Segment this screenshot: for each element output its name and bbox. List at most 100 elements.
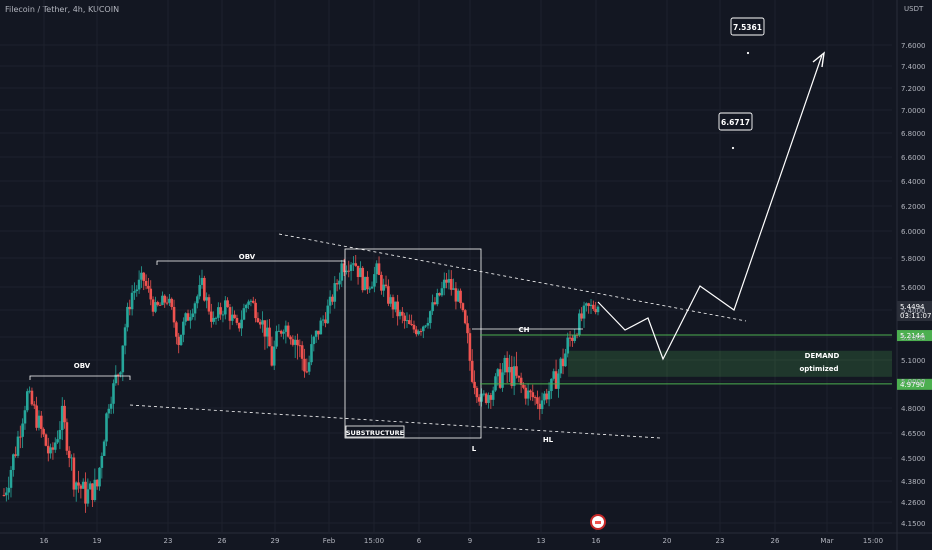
candle-body	[501, 372, 504, 388]
candle-body	[175, 322, 178, 337]
candle-body	[179, 334, 183, 346]
candle-body	[172, 306, 176, 323]
y-axis: 7.6000 7.4000 7.2000 7.0000 6.8000 6.6000 6.40…	[901, 42, 926, 528]
x-tick-label: Mar	[820, 537, 833, 545]
candle-body	[242, 308, 246, 320]
target-box	[730, 17, 765, 36]
candle-body	[177, 336, 181, 346]
current-price-tag-countdown: 03:11:07	[900, 312, 931, 320]
candle-body	[324, 319, 327, 324]
candle-body	[396, 301, 399, 317]
candle-body	[592, 304, 595, 309]
candle-body	[14, 454, 17, 456]
candle-body	[526, 390, 530, 399]
candle-body	[263, 320, 267, 337]
candle-body	[515, 366, 518, 376]
candle-body	[58, 430, 62, 440]
obv-2-label: OBV	[239, 253, 256, 261]
candle-body	[25, 391, 29, 411]
y-tick-label: 7.6000	[901, 42, 926, 50]
candle-body	[438, 293, 441, 296]
candle-body	[286, 325, 290, 337]
candle-body	[403, 315, 406, 321]
candle-body	[589, 304, 593, 307]
candle-body	[226, 300, 229, 308]
candle-body	[442, 279, 446, 289]
candle-body	[487, 395, 490, 403]
candle-body	[445, 279, 448, 283]
news-flag-icon[interactable]	[590, 514, 606, 530]
candle-body	[102, 441, 106, 456]
candle-body	[217, 307, 220, 318]
candle-body	[135, 289, 139, 292]
candle-body	[265, 327, 269, 337]
candle-body	[554, 371, 558, 389]
candle-body	[28, 390, 31, 392]
y-tick-label: 4.1500	[901, 520, 926, 528]
candle-body	[587, 303, 590, 307]
candle-body	[310, 344, 313, 363]
candle-body	[347, 270, 351, 272]
candle-body	[524, 387, 528, 399]
candle-body	[293, 339, 297, 345]
candle-body	[223, 300, 227, 315]
candle-body	[256, 318, 260, 323]
upper-trendline	[278, 233, 747, 322]
hl-label: HL	[543, 436, 554, 444]
candle-body	[585, 303, 588, 306]
candle-body	[333, 283, 337, 302]
ch-label: CH	[519, 326, 530, 334]
candle-body	[237, 322, 241, 329]
candle-body	[165, 302, 169, 304]
candle-body	[380, 274, 383, 291]
candle-body	[100, 455, 104, 468]
candle-body	[475, 387, 479, 398]
candle-body	[170, 298, 174, 307]
candle-body	[2, 495, 6, 496]
candle-body	[144, 280, 148, 286]
candle-body	[289, 336, 292, 340]
candle-body	[533, 397, 537, 399]
candle-body	[158, 304, 162, 306]
candle-body	[545, 393, 549, 400]
candle-body	[522, 384, 525, 388]
candle-body	[466, 323, 469, 334]
x-tick-label: 23	[716, 537, 725, 545]
candle-body	[543, 393, 546, 401]
candle-body	[149, 288, 153, 300]
drawings-group: OBV OBV SUBSTRUCTURE L HL CH DEMAND optimized 6.…	[29, 17, 932, 453]
candle-body	[221, 314, 225, 316]
candle-body	[42, 428, 45, 435]
y-tick-label: 6.0000	[901, 228, 926, 236]
candle-body	[484, 393, 488, 403]
candle-body	[32, 404, 36, 406]
candle-body	[228, 307, 232, 321]
candle-body	[401, 311, 404, 316]
candle-body	[147, 285, 150, 289]
candle-body	[447, 278, 451, 283]
candle-body	[394, 301, 397, 310]
candle-body	[98, 467, 101, 487]
candle-body	[373, 274, 376, 287]
candle-body	[279, 330, 283, 334]
candle-body	[510, 366, 514, 386]
x-tick-label: 23	[164, 537, 173, 545]
demand-zone	[568, 350, 892, 377]
candle-body	[440, 288, 444, 296]
candle-body	[317, 330, 320, 335]
chart-title: Filecoin / Tether, 4h, KUCOIN	[5, 5, 120, 14]
candle-body	[268, 327, 271, 347]
candle-body	[557, 373, 560, 389]
y-tick-label: 5.0000	[901, 378, 926, 386]
candle-body	[261, 320, 264, 325]
candle-body	[116, 374, 120, 376]
y-tick-label: 5.4000	[901, 307, 926, 315]
candle-body	[5, 492, 8, 496]
level-tag-2: 4.9790	[900, 381, 925, 389]
candle-body	[415, 329, 418, 335]
candle-body	[114, 374, 118, 384]
obv-2-line	[156, 260, 346, 265]
candle-body	[564, 353, 567, 367]
candle-body	[200, 277, 204, 285]
